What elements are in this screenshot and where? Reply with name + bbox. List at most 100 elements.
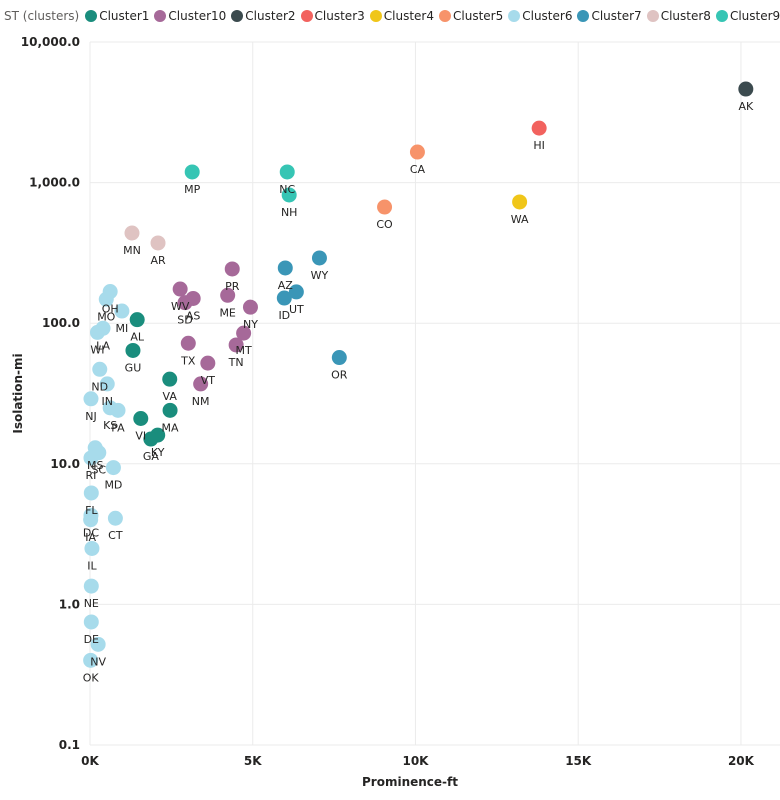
- data-point-nc[interactable]: [279, 164, 295, 180]
- legend-item-cluster2[interactable]: Cluster2: [231, 9, 296, 23]
- data-point-fl[interactable]: [83, 485, 99, 501]
- data-label: VT: [201, 374, 216, 387]
- data-point-ar[interactable]: [150, 235, 166, 251]
- legend-label: Cluster6: [522, 9, 573, 23]
- data-point-me[interactable]: [220, 287, 236, 303]
- data-point-md[interactable]: [105, 460, 121, 476]
- data-point-al[interactable]: [129, 312, 145, 328]
- data-point-va[interactable]: [162, 371, 178, 387]
- x-tick-label: 10K: [402, 754, 429, 768]
- data-point-nm[interactable]: [193, 376, 209, 392]
- data-label: WY: [311, 269, 329, 282]
- legend-marker-icon: [508, 10, 521, 22]
- legend-label: Cluster5: [453, 9, 504, 23]
- data-point-wy[interactable]: [311, 250, 327, 266]
- data-label: UT: [289, 303, 304, 316]
- data-point-nv[interactable]: [90, 636, 106, 652]
- data-point-co[interactable]: [377, 199, 393, 215]
- y-axis-title: Isolation-mi: [11, 353, 25, 433]
- data-label: AK: [738, 100, 754, 113]
- data-label: KS: [103, 419, 117, 432]
- data-point-nj[interactable]: [83, 391, 99, 407]
- legend-item-cluster6[interactable]: Cluster6: [508, 9, 572, 23]
- data-point-ct[interactable]: [107, 510, 123, 526]
- data-point-az[interactable]: [277, 260, 293, 276]
- x-tick-label: 0K: [81, 754, 99, 768]
- data-point-or[interactable]: [331, 350, 347, 366]
- gridlines: [89, 41, 780, 746]
- data-point-vt[interactable]: [200, 355, 216, 371]
- data-point-ga[interactable]: [143, 431, 159, 447]
- data-point-tx[interactable]: [180, 335, 196, 351]
- data-label: ID: [278, 309, 290, 322]
- data-label: SD: [177, 314, 192, 327]
- data-point-vi[interactable]: [133, 410, 149, 426]
- data-point-ak[interactable]: [738, 81, 754, 97]
- data-label: GA: [143, 450, 160, 463]
- data-label: MO: [97, 310, 115, 323]
- data-label: NH: [281, 206, 298, 219]
- x-tick-label: 20K: [728, 754, 755, 768]
- data-label: MP: [184, 183, 200, 196]
- data-label: AS: [186, 309, 201, 322]
- legend-item-cluster1[interactable]: Cluster1: [85, 9, 149, 23]
- data-label: PA: [111, 421, 125, 434]
- legend-marker-icon: [300, 10, 313, 22]
- data-point-as[interactable]: [185, 290, 201, 306]
- data-label: MI: [116, 322, 129, 335]
- data-label: RI: [86, 469, 97, 482]
- legend-item-cluster3[interactable]: Cluster3: [300, 9, 365, 23]
- legend-marker-icon: [439, 10, 451, 22]
- data-point-wv[interactable]: [172, 281, 188, 297]
- data-point-pa[interactable]: [110, 402, 126, 418]
- data-point-mt[interactable]: [236, 325, 252, 341]
- data-point-il[interactable]: [84, 540, 100, 556]
- legend-marker-icon: [577, 10, 590, 22]
- data-point-ut[interactable]: [288, 284, 304, 300]
- legend-item-cluster8[interactable]: Cluster8: [646, 9, 711, 23]
- legend-marker-icon: [231, 10, 244, 22]
- data-point-ri[interactable]: [83, 450, 99, 466]
- y-tick-label: 1.0: [59, 597, 80, 611]
- data-point-tn[interactable]: [228, 337, 244, 353]
- data-point-de[interactable]: [83, 614, 99, 630]
- data-point-wa[interactable]: [512, 194, 528, 210]
- data-point-nh[interactable]: [281, 187, 297, 203]
- data-point-in[interactable]: [99, 376, 115, 392]
- data-point-hi[interactable]: [531, 120, 547, 136]
- legend-label: Cluster2: [245, 9, 296, 23]
- data-point-ca[interactable]: [409, 144, 425, 160]
- data-point-pr[interactable]: [224, 261, 240, 277]
- data-point-ia[interactable]: [83, 512, 99, 528]
- x-axis-title: Prominence-ft: [362, 775, 458, 789]
- data-label: AR: [150, 254, 166, 267]
- data-label: DC: [83, 526, 99, 539]
- data-label: MD: [104, 479, 122, 492]
- data-point-ok[interactable]: [83, 652, 99, 668]
- data-point-mi[interactable]: [114, 303, 130, 319]
- data-point-wi[interactable]: [89, 324, 105, 340]
- data-label: NC: [279, 183, 295, 196]
- legend-item-cluster9[interactable]: Cluster9: [715, 9, 780, 23]
- data-label: DE: [84, 633, 99, 646]
- legend-label: Cluster1: [99, 9, 150, 23]
- legend-item-cluster10[interactable]: Cluster10: [154, 9, 226, 23]
- data-label: WA: [511, 213, 529, 226]
- legend-item-cluster4[interactable]: Cluster4: [369, 9, 434, 23]
- data-point-ma[interactable]: [162, 402, 178, 418]
- legend-item-cluster7[interactable]: Cluster7: [577, 9, 642, 23]
- data-point-gu[interactable]: [125, 342, 141, 358]
- data-point-ny[interactable]: [242, 299, 258, 315]
- data-point-mn[interactable]: [124, 225, 140, 241]
- legend-item-cluster5[interactable]: Cluster5: [439, 9, 503, 23]
- data-label: VA: [163, 390, 178, 403]
- data-point-mo[interactable]: [98, 291, 114, 307]
- data-point-ne[interactable]: [83, 578, 99, 594]
- data-points: [83, 81, 754, 668]
- data-point-mp[interactable]: [184, 164, 200, 180]
- data-point-nd[interactable]: [92, 361, 108, 377]
- data-point-id[interactable]: [276, 290, 292, 306]
- data-label: HI: [533, 139, 545, 152]
- data-label: ND: [91, 380, 108, 393]
